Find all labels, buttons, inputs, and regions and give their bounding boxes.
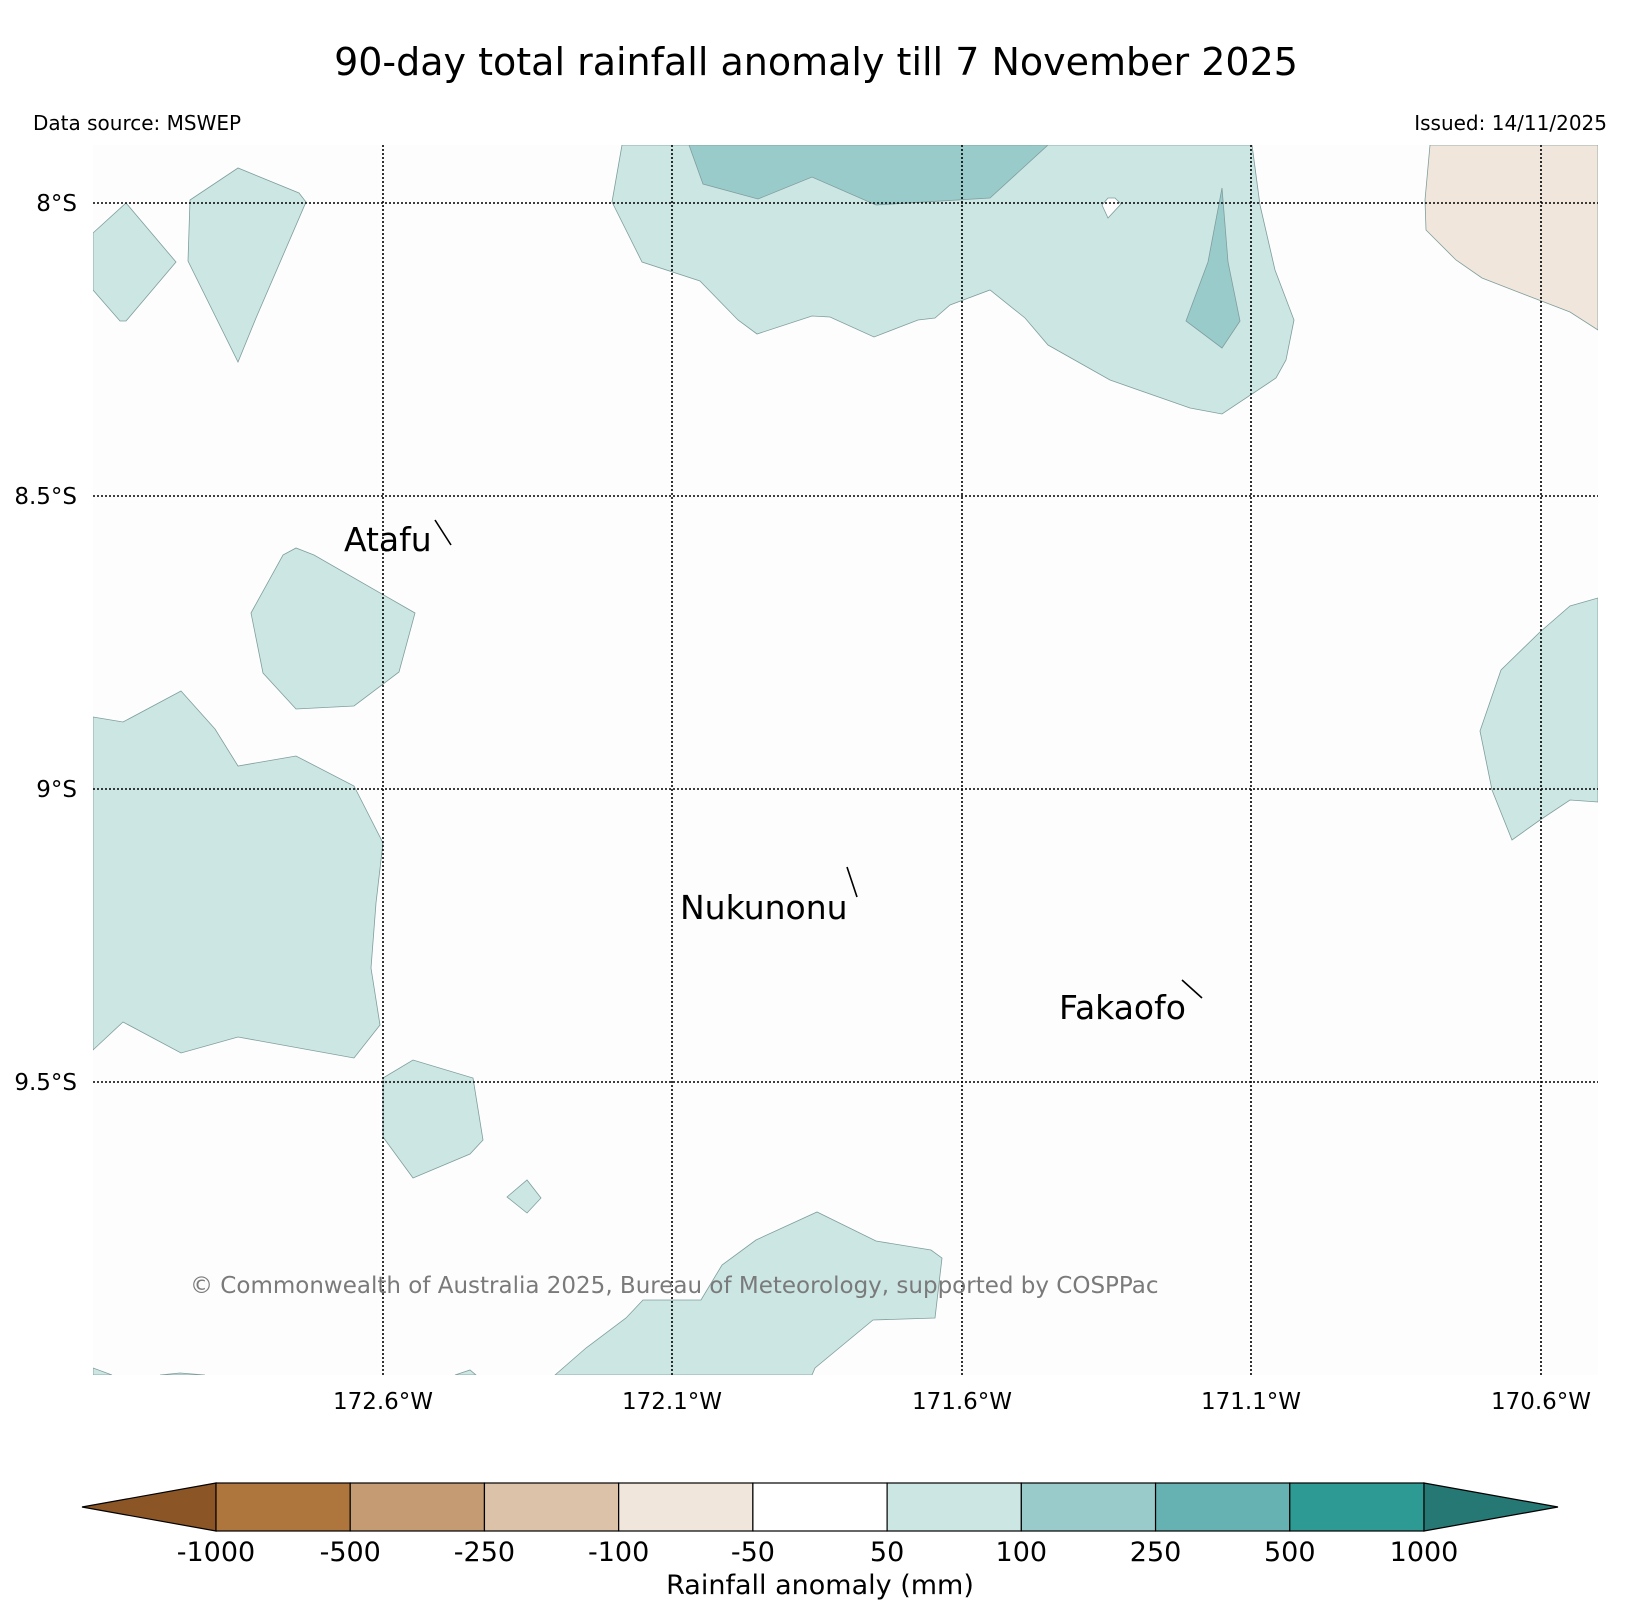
colorbar-segment (349, 1482, 486, 1532)
longitude-label: 170.6°W (1491, 1389, 1591, 1415)
colorbar-segment (1289, 1482, 1425, 1532)
nukunonu-island-marker (846, 866, 858, 898)
colorbar-segment (483, 1482, 620, 1532)
longitude-label: 171.1°W (1201, 1389, 1301, 1415)
longitude-label: 172.6°W (333, 1389, 433, 1415)
colorbar-tick-label: 250 (1130, 1537, 1182, 1568)
anomaly-region (382, 1059, 484, 1179)
anomaly-region (454, 1369, 477, 1375)
longitude-label: 172.1°W (622, 1389, 722, 1415)
chart-title: 90-day total rainfall anomaly till 7 Nov… (334, 40, 1298, 84)
anomaly-region (187, 167, 307, 363)
place-label-atafu: Atafu (344, 520, 432, 559)
anomaly-region (93, 690, 384, 1059)
colorbar-tick-label: -50 (731, 1537, 775, 1568)
latitude-label: 9.5°S (14, 1070, 77, 1096)
copyright-notice: © Commonwealth of Australia 2025, Bureau… (190, 1273, 1159, 1299)
colorbar-segment (1154, 1482, 1291, 1532)
colorbar-tick-label: 500 (1264, 1537, 1316, 1568)
latitude-label: 8.5°S (14, 484, 77, 510)
anomaly-region (506, 1179, 542, 1214)
atafu-island-marker (434, 519, 452, 546)
colorbar-tick-label: -100 (588, 1537, 649, 1568)
colorbar-label: Rainfall anomaly (mm) (666, 1570, 974, 1601)
anomaly-region (1424, 145, 1598, 331)
colorbar-segment (1020, 1482, 1157, 1532)
anomaly-region (159, 1372, 206, 1375)
anomaly-region (1185, 187, 1241, 349)
colorbar-tick-label: 50 (870, 1537, 904, 1568)
colorbar-tick-label: 100 (996, 1537, 1048, 1568)
anomaly-region (688, 145, 1049, 206)
latitude-label: 8°S (36, 191, 77, 217)
colorbar-tick-label: -250 (454, 1537, 515, 1568)
anomaly-region (93, 1367, 113, 1375)
place-label-fakaofo: Fakaofo (1059, 988, 1186, 1027)
anomaly-region (554, 1211, 943, 1375)
place-label-nukunonu: Nukunonu (680, 888, 848, 927)
colorbar-extend-max (1423, 1482, 1559, 1532)
data-source-label: Data source: MSWEP (33, 111, 242, 135)
colorbar-segment (752, 1482, 888, 1532)
colorbar-tick-label: 1000 (1390, 1537, 1459, 1568)
anomaly-region (1479, 597, 1598, 841)
anomaly-region (250, 547, 416, 710)
colorbar-tick-label: -500 (320, 1537, 381, 1568)
colorbar-segment (886, 1482, 1022, 1532)
colorbar-segment (215, 1482, 351, 1532)
issued-date-label: Issued: 14/11/2025 (1414, 111, 1607, 135)
colorbar-segment (618, 1482, 754, 1532)
anomaly-region (611, 145, 1295, 415)
colorbar-tick-label: -1000 (177, 1537, 255, 1568)
longitude-label: 171.6°W (912, 1389, 1012, 1415)
map-area (93, 145, 1598, 1375)
colorbar (81, 1482, 1559, 1532)
fakaofo-island-marker (1181, 979, 1203, 999)
colorbar-extend-min (81, 1482, 217, 1532)
latitude-label: 9°S (36, 777, 77, 803)
